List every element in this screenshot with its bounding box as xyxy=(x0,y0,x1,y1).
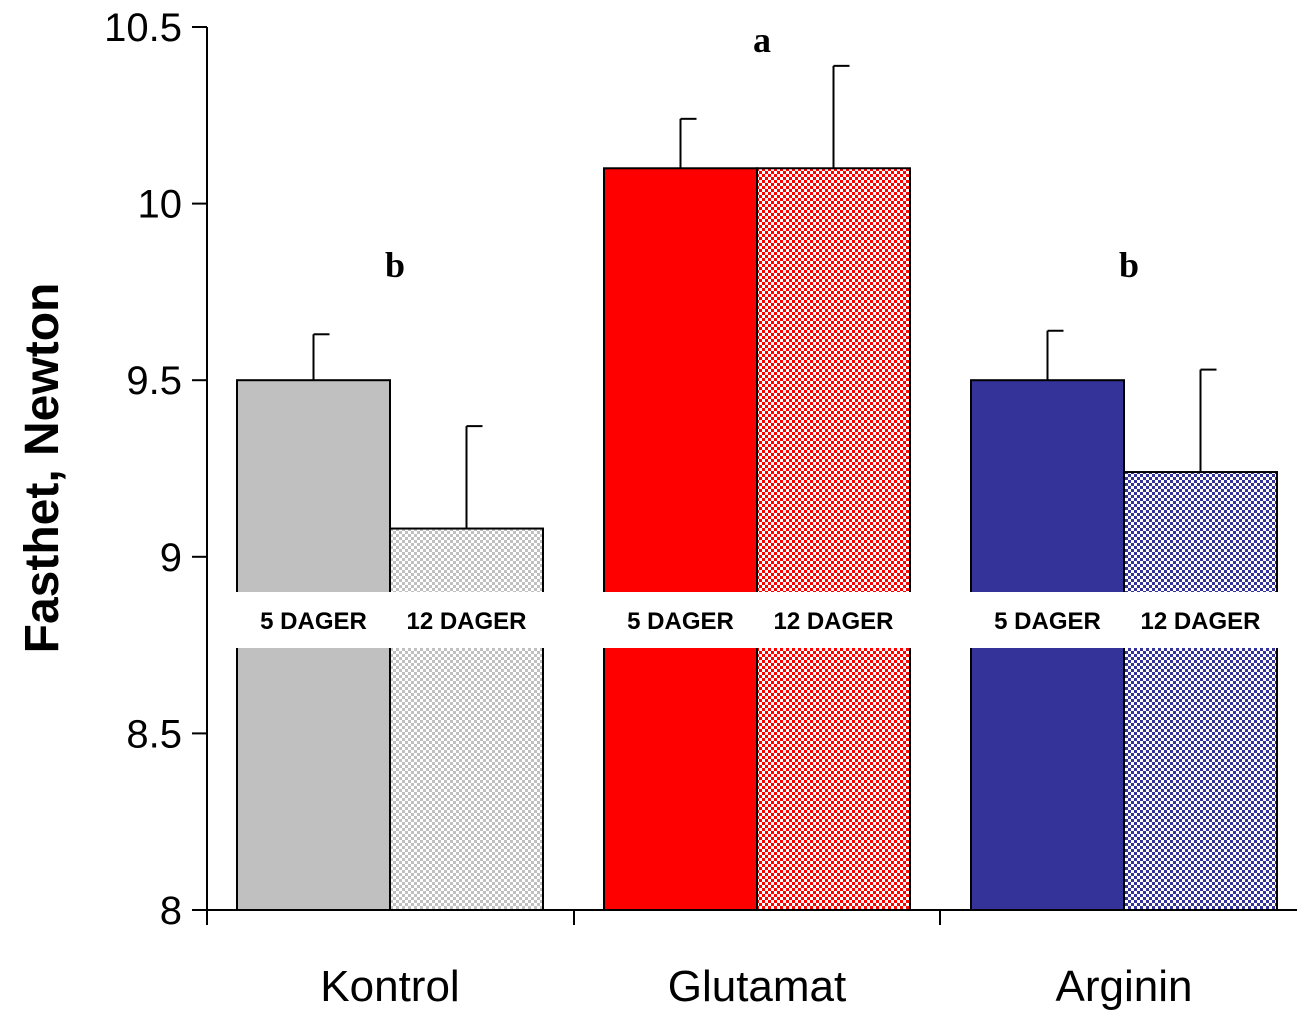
significance-letter: b xyxy=(1119,245,1139,285)
text-layer: 5 DAGER 12 DAGER b Kontrol 5 DAGER 12 DAGER a G… xyxy=(16,6,1261,1011)
bar-label-band xyxy=(236,592,544,648)
bar-band-label: 12 DAGER xyxy=(1140,608,1260,635)
bar-glutamat-5-dager xyxy=(603,167,758,911)
y-tick-label: 8.5 xyxy=(126,712,182,756)
y-tick-label: 9.5 xyxy=(126,359,182,403)
bar-band-label: 12 DAGER xyxy=(406,608,526,635)
bar-band-label: 5 DAGER xyxy=(260,608,367,635)
y-axis-label: Fasthet, Newton xyxy=(16,283,69,654)
bar-band-label: 5 DAGER xyxy=(994,608,1101,635)
bar-arginin-12-dager xyxy=(1123,471,1278,911)
bar-band-label: 12 DAGER xyxy=(773,608,893,635)
x-tick-label: Glutamat xyxy=(668,962,847,1011)
bar-band-label: 5 DAGER xyxy=(627,608,734,635)
bar-label-band xyxy=(970,592,1278,648)
y-tick-label: 10.5 xyxy=(104,6,182,50)
axes-layer xyxy=(192,26,1297,925)
bars-layer xyxy=(236,64,1278,911)
bar-label-band xyxy=(603,592,911,648)
bar-glutamat-12-dager xyxy=(756,167,911,911)
bar-kontrol-12-dager xyxy=(389,527,544,911)
y-tick-label: 10 xyxy=(138,183,183,227)
x-tick-label: Kontrol xyxy=(320,962,459,1011)
significance-letter: b xyxy=(385,245,405,285)
y-tick-label: 8 xyxy=(160,889,182,933)
x-tick-label: Arginin xyxy=(1056,962,1193,1011)
significance-letter: a xyxy=(753,20,771,60)
y-tick-label: 9 xyxy=(160,536,182,580)
